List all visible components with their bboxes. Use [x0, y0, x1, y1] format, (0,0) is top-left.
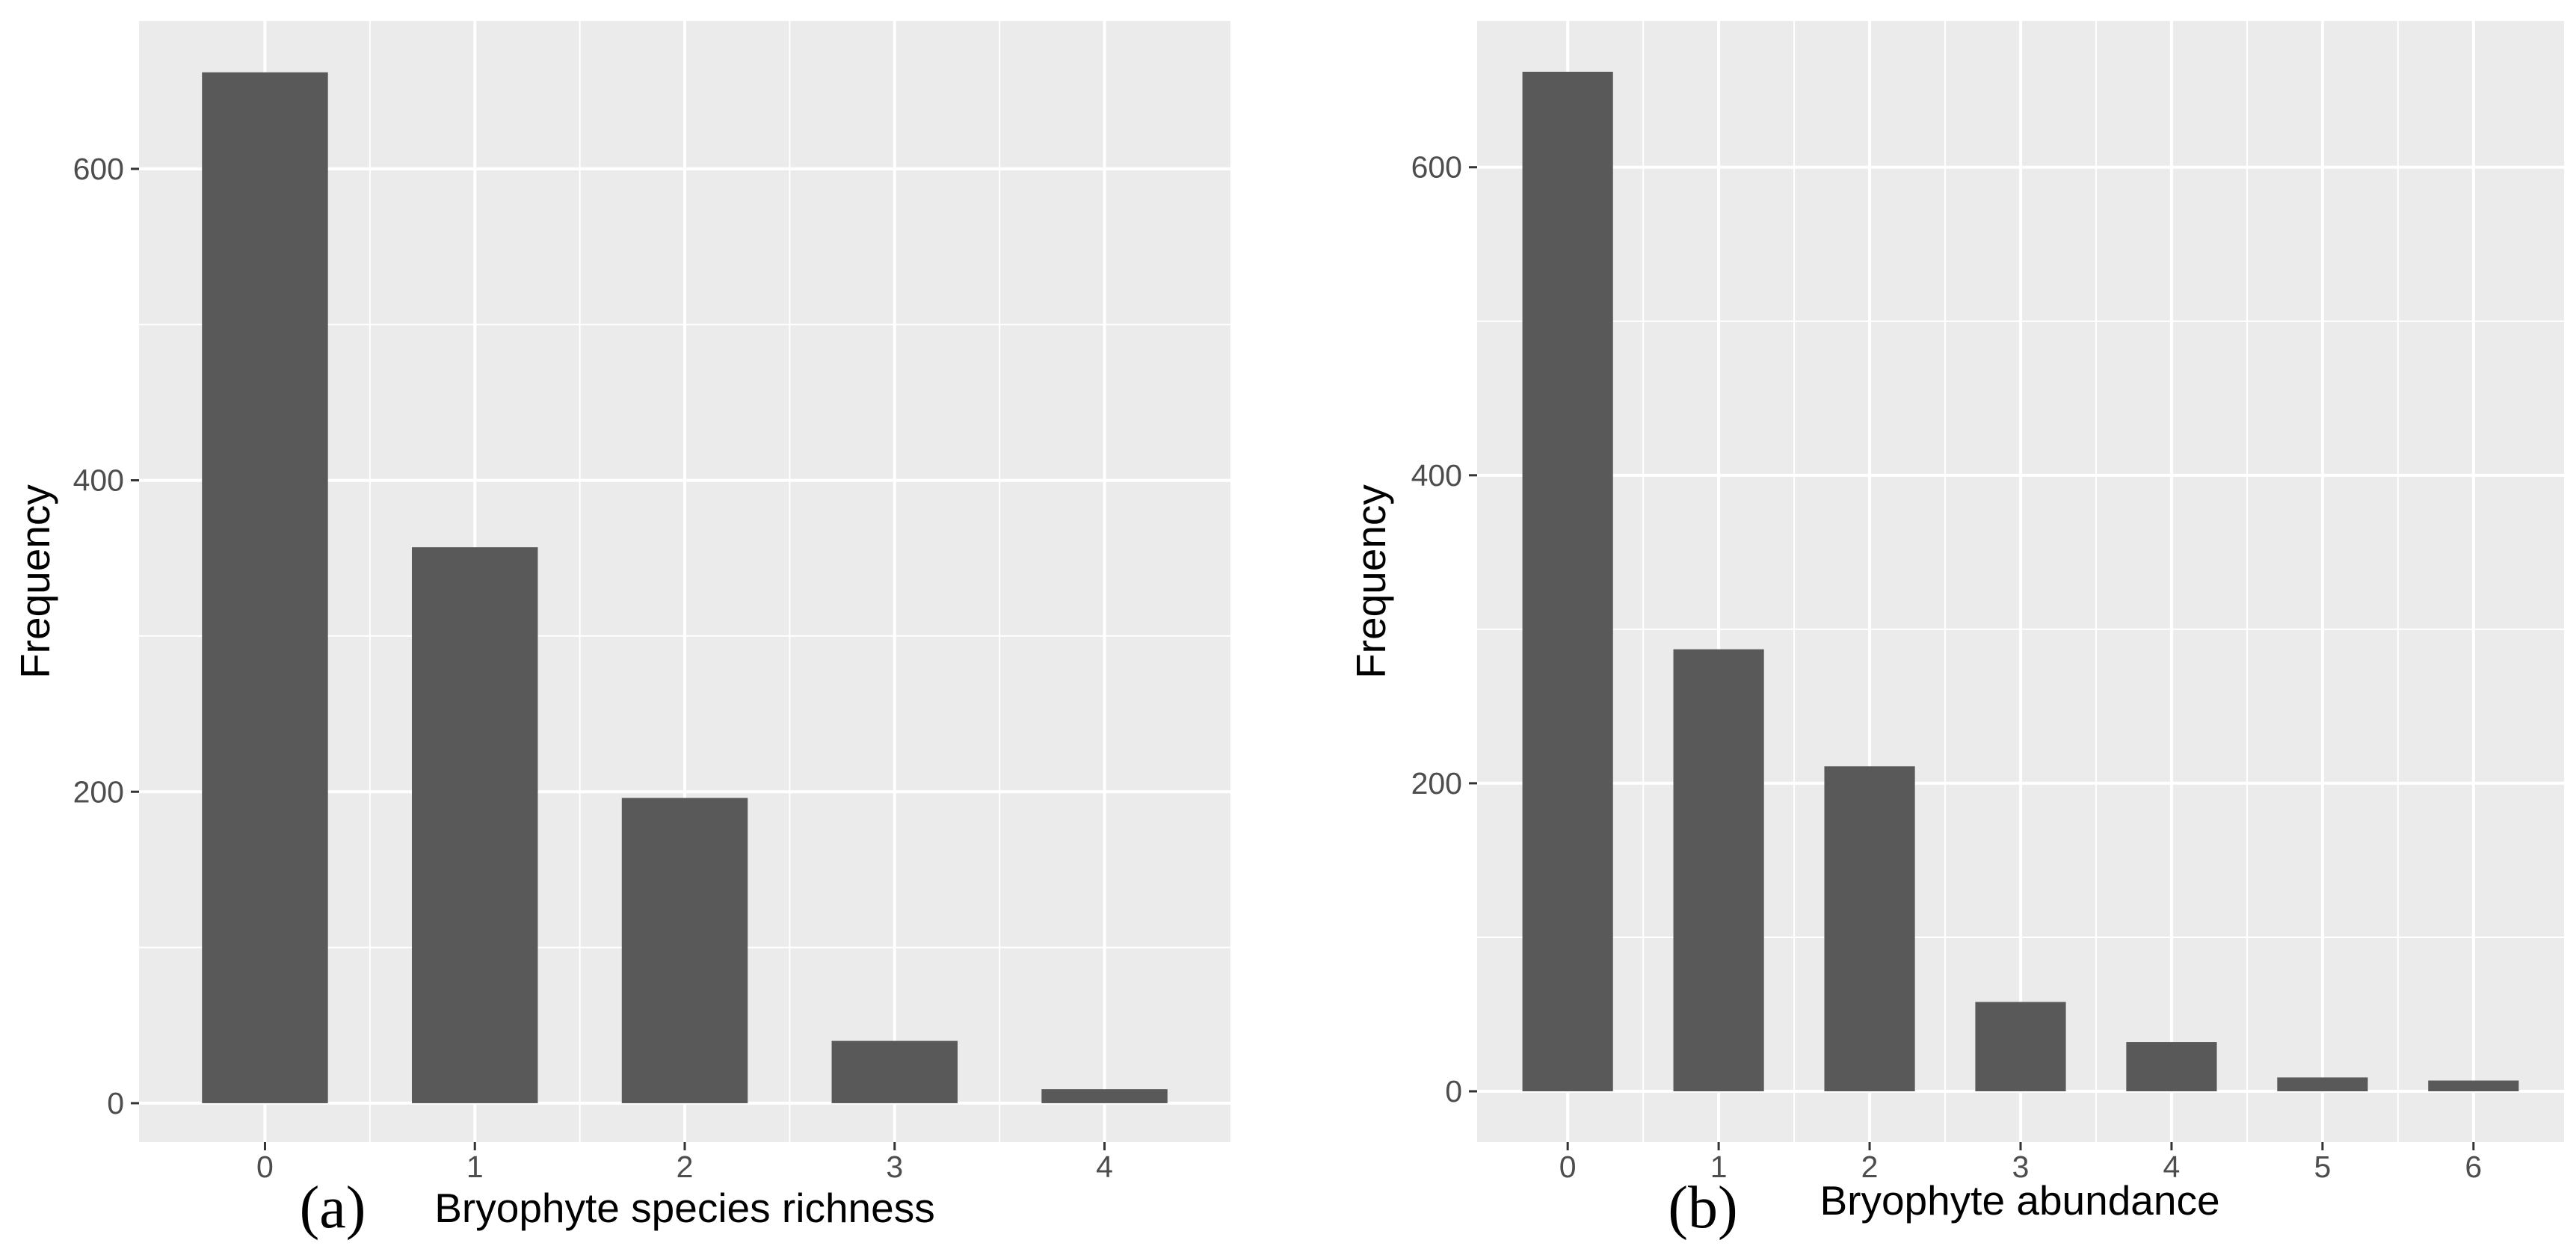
x-axis-title-b: Bryophyte abundance: [1819, 1177, 2219, 1224]
x-tick-label-a: 0: [256, 1150, 274, 1184]
chart-a-bryophyte-species-richness: 0 200 400 600 0 1 2 3 4 Frequency Bryophyte specie…: [12, 21, 1230, 1241]
bar-b-4: [2126, 1042, 2217, 1092]
panel-label-a: (a): [300, 1175, 366, 1241]
y-tick-label-b: 400: [1411, 458, 1462, 493]
y-tick-label-b: 200: [1411, 766, 1462, 801]
x-tick-label-b: 0: [1559, 1150, 1577, 1184]
bar-b-2: [1824, 766, 1915, 1092]
chart-b-bryophyte-abundance: 0 200 400 600 0 1 2 3 4 5 6 Frequency Bryophyte abun…: [1348, 21, 2564, 1241]
x-axis-title-a: Bryophyte species richness: [434, 1185, 934, 1231]
y-tick-label-b: 600: [1411, 150, 1462, 185]
y-tick-label-a: 0: [107, 1086, 124, 1120]
bar-b-0: [1522, 71, 1613, 1092]
bar-a-4: [1041, 1089, 1168, 1103]
bar-a-1: [412, 547, 538, 1103]
x-tick-label-a: 2: [677, 1150, 694, 1184]
x-tick-label-b: 6: [2465, 1150, 2482, 1184]
y-tick-label-a: 400: [73, 463, 124, 498]
x-tick-label-b: 3: [2012, 1150, 2030, 1184]
bar-b-3: [1975, 1002, 2066, 1092]
x-tick-label-b: 4: [2163, 1150, 2181, 1184]
bar-b-6: [2428, 1080, 2519, 1092]
x-tick-label-a: 3: [886, 1150, 903, 1184]
y-tick-label-b: 0: [1445, 1074, 1462, 1108]
x-tick-label-b: 2: [1861, 1150, 1879, 1184]
y-axis-title-b: Frequency: [1348, 484, 1394, 679]
bar-b-1: [1673, 649, 1764, 1092]
panel-label-b: (b): [1668, 1175, 1737, 1241]
x-tick-label-b: 5: [2314, 1150, 2331, 1184]
y-tick-label-a: 200: [73, 774, 124, 809]
bar-a-2: [621, 798, 748, 1103]
x-tick-label-a: 1: [466, 1150, 484, 1184]
bar-a-3: [831, 1040, 958, 1103]
bar-b-5: [2277, 1077, 2368, 1092]
y-axis-title-a: Frequency: [12, 484, 58, 679]
bar-a-0: [202, 72, 328, 1103]
y-tick-label-a: 600: [73, 152, 124, 186]
x-tick-label-a: 4: [1096, 1150, 1113, 1184]
x-tick-label-b: 1: [1710, 1150, 1728, 1184]
